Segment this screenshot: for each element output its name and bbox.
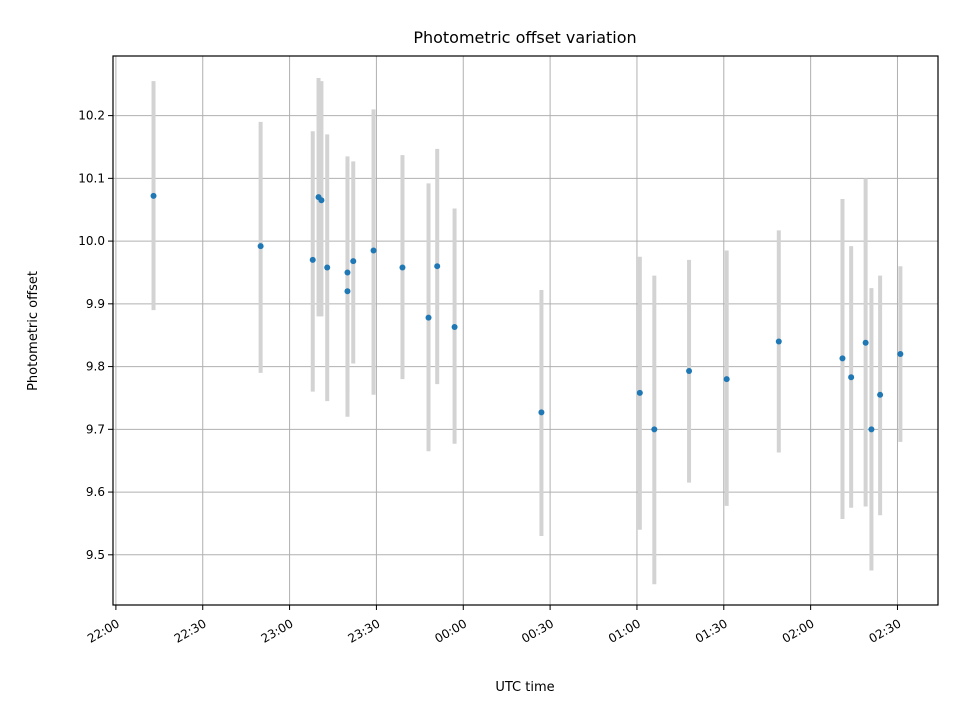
data-point xyxy=(425,314,432,321)
data-point xyxy=(723,376,730,383)
y-tick-label: 10.1 xyxy=(78,171,105,185)
data-point xyxy=(636,389,643,396)
data-point xyxy=(862,339,869,346)
grid xyxy=(113,56,938,605)
data-point xyxy=(651,426,658,433)
data-point xyxy=(344,269,351,276)
data-point xyxy=(839,355,846,362)
y-tick-label: 9.7 xyxy=(86,422,105,436)
data-point xyxy=(350,258,357,265)
y-tick-label: 9.6 xyxy=(86,485,105,499)
data-point xyxy=(370,247,377,254)
data-point xyxy=(451,324,458,331)
data-point xyxy=(324,264,331,271)
y-tick-label: 10.2 xyxy=(78,109,105,123)
data-point xyxy=(309,256,316,263)
data-point xyxy=(877,391,884,398)
y-tick-label: 9.9 xyxy=(86,297,105,311)
data-point xyxy=(868,426,875,433)
y-tick-label: 9.8 xyxy=(86,360,105,374)
data-point xyxy=(150,192,157,199)
data-point xyxy=(344,288,351,295)
data-point xyxy=(318,197,325,204)
chart-title: Photometric offset variation xyxy=(413,28,636,47)
plot-frame xyxy=(112,55,939,606)
data-point xyxy=(538,409,545,416)
y-tick-label: 9.5 xyxy=(86,548,105,562)
data-point xyxy=(257,243,264,250)
data-point xyxy=(434,263,441,270)
data-point xyxy=(775,338,782,345)
data-point xyxy=(897,351,904,358)
y-tick-label: 10.0 xyxy=(78,234,105,248)
y-axis-label: Photometric offset xyxy=(26,271,41,391)
data-points xyxy=(150,192,904,433)
y-axis-ticks: 9.5 9.6 9.7 9.8 9.9 10.0 10.1 10.2 xyxy=(78,109,113,562)
data-point xyxy=(686,367,693,374)
data-point xyxy=(399,264,406,271)
data-point xyxy=(848,374,855,381)
x-axis-label: UTC time xyxy=(495,680,554,695)
